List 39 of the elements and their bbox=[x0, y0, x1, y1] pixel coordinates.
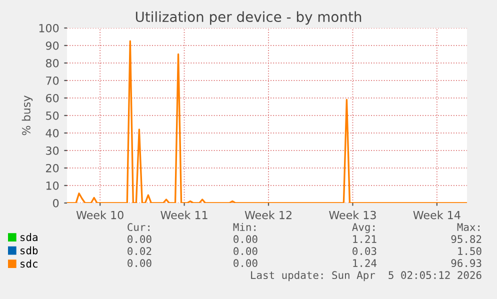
text: 1.24 bbox=[353, 259, 377, 267]
chart-title: Utilization per device - by month bbox=[136, 11, 362, 25]
y-tick-label: 0 bbox=[53, 198, 59, 208]
y-tick-label: 60 bbox=[46, 94, 59, 102]
text: 0.00 bbox=[128, 259, 152, 268]
legend-label: sda bbox=[20, 233, 38, 242]
text: 0.00 bbox=[234, 247, 258, 256]
y-tick-label: 100 bbox=[39, 24, 59, 32]
text: 0.03 bbox=[352, 247, 376, 256]
y-tick-label: 80 bbox=[46, 58, 59, 68]
y-axis-title: % busy bbox=[22, 96, 33, 136]
text: 0.00 bbox=[234, 259, 258, 268]
text: 0.00 bbox=[234, 235, 258, 244]
legend-label: sdb bbox=[20, 246, 38, 254]
y-tick-label: 10 bbox=[46, 181, 59, 190]
x-tick-label: Week 12 bbox=[244, 210, 292, 220]
y-tick-label: 40 bbox=[46, 128, 59, 138]
text: 1.21 bbox=[353, 235, 376, 243]
x-tick-label: Week 10 bbox=[76, 210, 124, 220]
y-tick-label: 30 bbox=[46, 146, 59, 155]
y-tick-label: 70 bbox=[46, 76, 59, 85]
text: 0.02 bbox=[128, 247, 152, 256]
x-tick-label: Week 14 bbox=[413, 210, 460, 220]
text: Cur: bbox=[128, 223, 150, 232]
y-tick-label: 20 bbox=[46, 164, 59, 172]
text: 1.50 bbox=[458, 247, 482, 256]
x-tick-label: Week 11 bbox=[160, 210, 208, 220]
text: Min: bbox=[233, 222, 256, 231]
y-tick-label: 50 bbox=[46, 111, 59, 120]
legend-label: sdc bbox=[20, 260, 38, 268]
x-tick-label: Week 13 bbox=[329, 210, 376, 220]
text: Avg: bbox=[352, 223, 374, 234]
text: 0.00 bbox=[128, 235, 152, 244]
text: Max: bbox=[457, 223, 480, 232]
text: Last update: Sun Apr 5 02:05:12 2026 bbox=[251, 270, 482, 282]
line-series bbox=[67, 40, 467, 203]
y-tick-label: 90 bbox=[46, 41, 59, 50]
text: 96.93 bbox=[451, 259, 482, 268]
text: 95.82 bbox=[451, 235, 482, 244]
